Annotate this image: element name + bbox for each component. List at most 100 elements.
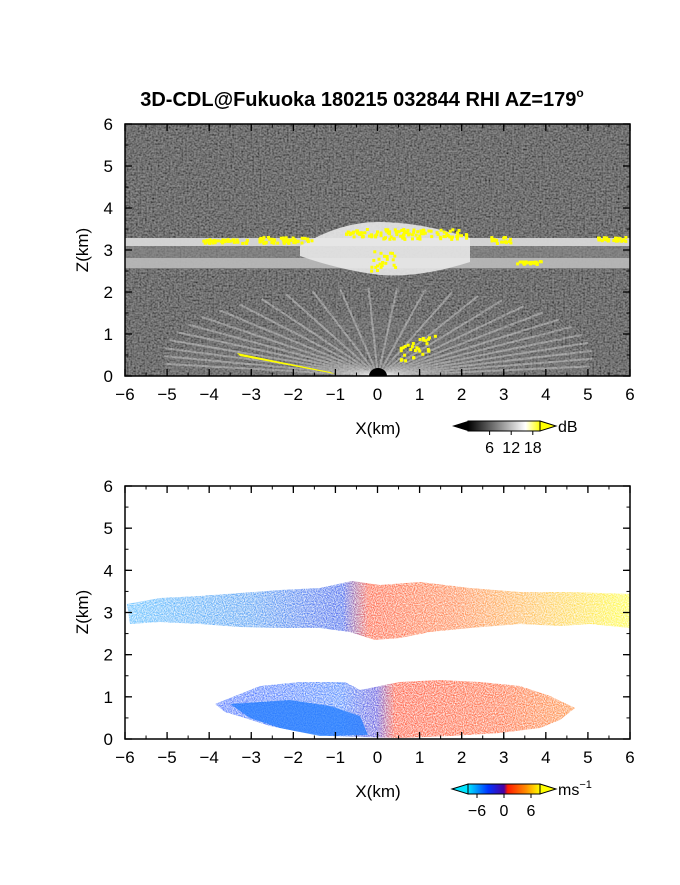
yellow-pixel: [365, 228, 369, 231]
yellow-pixel: [399, 234, 403, 238]
yellow-pixel: [393, 228, 397, 232]
yellow-pixel: [348, 233, 352, 236]
top-ytick-label: 3: [104, 241, 113, 260]
top-colorbar-bar: [467, 420, 541, 432]
yellow-pixel: [412, 228, 416, 232]
bottom-colorbar: −6 0 6 ms−1: [450, 779, 592, 820]
yellow-pixel: [292, 241, 296, 244]
yellow-pixel: [624, 236, 628, 239]
yellow-pixel: [221, 241, 225, 245]
yellow-pixel: [457, 229, 461, 232]
yellow-pixel: [266, 236, 270, 239]
yellow-pixel: [429, 229, 433, 233]
scan-ray: [377, 349, 592, 376]
yellow-pixel: [421, 232, 425, 236]
yellow-pixel: [418, 237, 422, 241]
yellow-pixel: [614, 239, 618, 243]
yellow-pixel: [442, 230, 446, 234]
yellow-pixel: [286, 238, 290, 242]
yellow-pixel: [442, 234, 446, 238]
yellow-pixel: [490, 239, 494, 243]
yellow-pixel: [305, 238, 309, 242]
chart-title: 3D-CDL@Fukuoka 180215 032844 RHI AZ=179o: [140, 86, 584, 111]
yellow-pixel: [424, 339, 428, 343]
yellow-pixel: [526, 261, 530, 265]
yellow-pixel: [492, 238, 496, 241]
yellow-pixel: [411, 237, 414, 241]
top-colorbar-ticks: 6 12 18: [485, 431, 542, 457]
scan-ray: [377, 305, 525, 376]
top-xtick-label: 3: [499, 385, 508, 404]
yellow-pixel: [370, 235, 374, 239]
top-xtick-label: 5: [583, 385, 592, 404]
yellow-pixel: [262, 241, 266, 245]
top-ytick-label: 2: [104, 283, 113, 302]
bottom-ytick-label: 4: [104, 561, 113, 580]
yellow-pixel: [284, 240, 288, 244]
yellow-pixel: [393, 254, 397, 258]
scan-ray: [177, 331, 379, 376]
yellow-pixel: [430, 235, 434, 239]
top-ytick-label: 0: [104, 367, 113, 386]
scan-ray: [169, 339, 379, 376]
yellow-pixel: [404, 359, 408, 363]
scan-ray: [377, 318, 560, 376]
bottom-xtick-label: 2: [457, 748, 466, 767]
bottom-cb-tick-label: −6: [468, 803, 486, 820]
yellow-pixel: [272, 238, 276, 242]
yellow-pixel: [391, 258, 395, 262]
yellow-pixel: [202, 239, 206, 243]
bottom-cb-tick-label: 0: [500, 803, 509, 820]
scan-ray: [339, 288, 379, 376]
bright-layer: [125, 222, 630, 276]
high-reflectivity-pixels: [202, 228, 628, 363]
yellow-pixel: [303, 236, 307, 240]
top-colorbar: 6 12 18 dB: [452, 419, 578, 457]
yellow-pixel: [507, 240, 511, 243]
yellow-pixel: [210, 239, 214, 243]
yellow-pixel: [373, 250, 377, 254]
yellow-pixel: [402, 233, 406, 237]
yellow-pixel: [509, 237, 512, 241]
yellow-pixel: [368, 234, 371, 238]
bottom-ytick-label: 6: [104, 477, 113, 496]
bottom-xtick-label: 4: [541, 748, 550, 767]
bottom-xtick-label: −1: [326, 748, 345, 767]
yellow-pixel: [409, 348, 413, 351]
yellow-pixel: [386, 231, 390, 235]
scan-ray: [377, 289, 426, 376]
yellow-pixel: [385, 229, 389, 233]
yellow-pixel: [622, 238, 626, 242]
scan-ray: [377, 341, 589, 376]
yellow-pixel: [376, 269, 379, 272]
scan-ray: [367, 287, 379, 376]
yellow-pixel: [412, 230, 416, 234]
bottom-ytick-label: 0: [104, 730, 113, 749]
bottom-xtick-label: 3: [499, 748, 508, 767]
yellow-pixel: [436, 232, 440, 236]
bottom-xlabel: X(km): [355, 782, 400, 801]
top-axes: −6 −5 −4 −3 −2 −1 0 1 2 3 4 5 6 0 1 2 3 4 5 6: [104, 115, 635, 404]
yellow-pixel: [379, 251, 383, 255]
top-xtick-label: −3: [242, 385, 261, 404]
yellow-pixel: [221, 239, 225, 243]
yellow-pixel: [439, 228, 443, 232]
yellow-pixel: [614, 236, 617, 240]
yellow-pixel: [370, 265, 374, 269]
yellow-pixel: [272, 241, 276, 245]
yellow-pixel: [384, 261, 388, 265]
yellow-pixel: [602, 236, 606, 240]
yellow-pixel: [535, 262, 539, 266]
yellow-pixel: [427, 229, 431, 233]
yellow-pixel: [310, 239, 314, 243]
yellow-pixel: [418, 349, 422, 353]
yellow-pixel: [421, 228, 425, 232]
scan-ray: [163, 355, 379, 376]
scan-ray: [377, 299, 503, 376]
yellow-pixel: [361, 235, 365, 239]
yellow-pixel: [261, 238, 265, 242]
yellow-pixel: [423, 231, 427, 235]
yellow-pixel: [399, 349, 403, 353]
yellow-pixel: [384, 236, 387, 240]
